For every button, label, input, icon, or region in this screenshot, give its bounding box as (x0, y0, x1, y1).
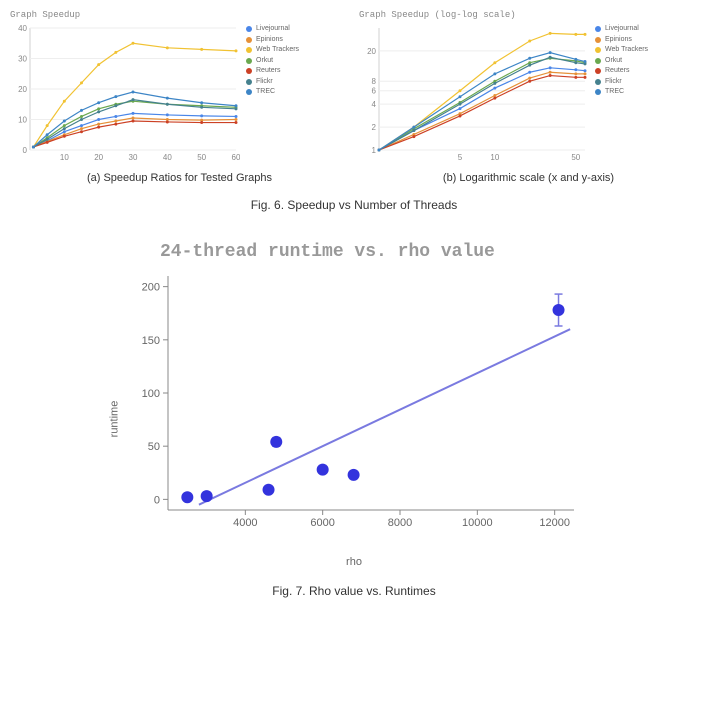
svg-text:30: 30 (18, 55, 27, 64)
panel-b-title: Graph Speedup (log-log scale) (359, 10, 698, 20)
legend-item: Epinions (595, 35, 648, 46)
svg-text:2: 2 (372, 123, 377, 132)
panel-a-title: Graph Speedup (10, 10, 349, 20)
legend-item: Epinions (246, 35, 299, 46)
svg-text:60: 60 (232, 153, 240, 162)
legend-item: Livejournal (246, 24, 299, 35)
legend-swatch (246, 37, 252, 43)
panel-b-chart-area: 1 2 4 68 20 5 10 50 LivejournalEpinionsWeb Trac… (359, 24, 698, 164)
fig7-container: 24-thread runtime vs. rho value runtime … (10, 242, 698, 570)
legend-item: Orkut (595, 56, 648, 67)
fig7-chart-wrap: runtime 05010015020040006000800010000120… (124, 270, 584, 568)
legend-item: TREC (246, 87, 299, 98)
fig7-plot: 0 50 100 150 200 4000 6000 8000 10000 12000 (124, 270, 584, 530)
legend-label: Orkut (605, 56, 622, 67)
fig7-caption: Fig. 7. Rho value vs. Runtimes (10, 584, 698, 598)
legend-item: Web Trackers (246, 45, 299, 56)
svg-text:20: 20 (367, 47, 376, 56)
legend-item: Flickr (246, 77, 299, 88)
legend-swatch (246, 89, 252, 95)
svg-text:50: 50 (148, 441, 160, 453)
svg-text:150: 150 (142, 335, 160, 347)
svg-text:6000: 6000 (310, 517, 334, 529)
legend-label: Flickr (605, 77, 622, 88)
legend-item: Web Trackers (595, 45, 648, 56)
svg-text:50: 50 (197, 153, 206, 162)
svg-text:0: 0 (154, 494, 160, 506)
svg-text:8: 8 (372, 77, 377, 86)
svg-text:12000: 12000 (539, 517, 570, 529)
svg-text:4: 4 (372, 100, 377, 109)
svg-text:8000: 8000 (388, 517, 412, 529)
panel-a-plot: 0 10 20 30 40 10 20 30 40 50 60 (10, 24, 240, 164)
fig6-panel-a: Graph Speedup 0 10 20 30 40 10 20 30 40 50 60 Live… (10, 10, 349, 184)
svg-text:200: 200 (142, 282, 160, 294)
legend-item: Reuters (595, 66, 648, 77)
svg-text:0: 0 (23, 146, 28, 155)
fig6-caption: Fig. 6. Speedup vs Number of Threads (10, 198, 698, 212)
svg-text:10: 10 (18, 116, 27, 125)
legend-label: Reuters (605, 66, 630, 77)
legend-label: Web Trackers (605, 45, 648, 56)
svg-text:20: 20 (18, 85, 27, 94)
svg-text:50: 50 (571, 153, 580, 162)
svg-text:40: 40 (163, 153, 172, 162)
legend-label: TREC (256, 87, 275, 98)
legend-label: Web Trackers (256, 45, 299, 56)
panel-a-subcaption: (a) Speedup Ratios for Tested Graphs (10, 172, 349, 184)
legend-label: Reuters (256, 66, 281, 77)
legend-label: Flickr (256, 77, 273, 88)
panel-b-subcaption: (b) Logarithmic scale (x and y-axis) (359, 172, 698, 184)
svg-text:4000: 4000 (233, 517, 257, 529)
legend-swatch (595, 58, 601, 64)
legend-swatch (246, 26, 252, 32)
panel-a-chart-area: 0 10 20 30 40 10 20 30 40 50 60 LivejournalEpinion… (10, 24, 349, 164)
legend-item: TREC (595, 87, 648, 98)
legend-swatch (246, 58, 252, 64)
panel-a-legend: LivejournalEpinionsWeb TrackersOrkutReut… (240, 24, 299, 164)
legend-label: Epinions (256, 35, 283, 46)
legend-swatch (246, 47, 252, 53)
legend-item: Flickr (595, 77, 648, 88)
svg-text:20: 20 (94, 153, 103, 162)
legend-item: Orkut (246, 56, 299, 67)
legend-label: Orkut (256, 56, 273, 67)
svg-text:5: 5 (458, 153, 463, 162)
fig7-title: 24-thread runtime vs. rho value (160, 242, 698, 262)
legend-swatch (246, 79, 252, 85)
panel-b-plot: 1 2 4 68 20 5 10 50 (359, 24, 589, 164)
svg-text:10: 10 (490, 153, 499, 162)
svg-text:40: 40 (18, 24, 27, 33)
legend-swatch (595, 26, 601, 32)
legend-swatch (595, 68, 601, 74)
fig7-ylabel: runtime (108, 401, 120, 438)
svg-text:1: 1 (372, 146, 377, 155)
svg-text:10000: 10000 (462, 517, 493, 529)
legend-item: Reuters (246, 66, 299, 77)
legend-label: Livejournal (256, 24, 290, 35)
legend-item: Livejournal (595, 24, 648, 35)
fig7-xlabel: rho (124, 556, 584, 568)
svg-text:30: 30 (129, 153, 138, 162)
fig6-row: Graph Speedup 0 10 20 30 40 10 20 30 40 50 60 Live… (10, 10, 698, 184)
legend-swatch (246, 68, 252, 74)
fig6-panel-b: Graph Speedup (log-log scale) 1 2 4 68 20 5 10… (359, 10, 698, 184)
legend-label: TREC (605, 87, 624, 98)
panel-b-legend: LivejournalEpinionsWeb TrackersOrkutReut… (589, 24, 648, 164)
svg-text:6: 6 (372, 87, 377, 96)
legend-label: Livejournal (605, 24, 639, 35)
svg-text:100: 100 (142, 388, 160, 400)
legend-label: Epinions (605, 35, 632, 46)
legend-swatch (595, 37, 601, 43)
legend-swatch (595, 89, 601, 95)
legend-swatch (595, 79, 601, 85)
legend-swatch (595, 47, 601, 53)
svg-text:10: 10 (60, 153, 69, 162)
